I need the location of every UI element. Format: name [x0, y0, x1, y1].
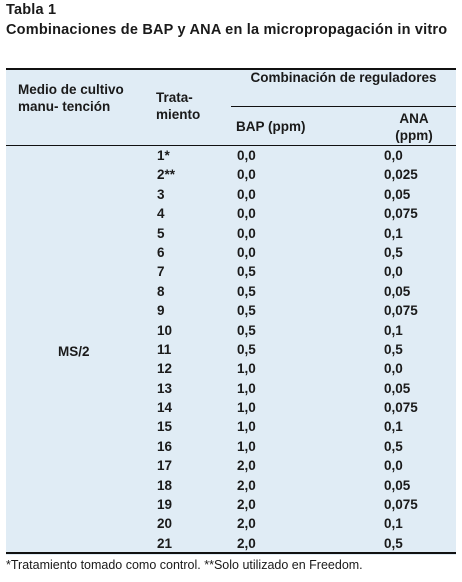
bap-cell: 1,0: [237, 419, 256, 435]
bap-cell: 2,0: [237, 477, 256, 493]
bap-cell: 0,5: [237, 322, 256, 338]
bap-cell: 1,0: [237, 400, 256, 416]
ana-cell: 0,05: [384, 186, 411, 202]
bap-cell: 0,0: [237, 167, 256, 183]
bap-cell: 1,0: [237, 380, 256, 396]
bap-cell: 0,5: [237, 264, 256, 280]
table-row: 6 0,0 0,5: [6, 244, 456, 263]
tratamiento-cell: 5: [157, 225, 165, 241]
table-row: 2** 0,0 0,025: [6, 166, 456, 185]
bap-cell: 0,0: [237, 225, 256, 241]
ana-cell: 0,1: [384, 225, 403, 241]
header-bap: BAP (ppm): [236, 119, 306, 134]
tratamiento-cell: 6: [157, 244, 165, 260]
table-row: 11 0,5 0,5: [6, 341, 456, 360]
table-row: 7 0,5 0,0: [6, 263, 456, 282]
tratamiento-cell: 8: [157, 283, 165, 299]
bap-cell: 0,0: [237, 206, 256, 222]
table-title: Tabla 1: [6, 2, 57, 18]
tratamiento-cell: 19: [157, 497, 173, 513]
bap-cell: 2,0: [237, 535, 256, 551]
table-row: 16 1,0 0,5: [6, 438, 456, 457]
table-body: 1* 0,0 0,0 2** 0,0 0,025 3 0,0 0,05 4 0,0 0,075 5 0,0…: [6, 147, 456, 554]
ana-cell: 0,5: [384, 341, 403, 357]
ana-cell: 0,05: [384, 283, 411, 299]
bap-cell: 0,5: [237, 283, 256, 299]
table-footnote: *Tratamiento tomado como control. **Solo…: [6, 558, 363, 572]
bap-cell: 1,0: [237, 361, 256, 377]
ana-cell: 0,075: [384, 206, 418, 222]
tratamiento-cell: 3: [157, 186, 165, 202]
ana-cell: 0,1: [384, 419, 403, 435]
table-header-rule: [6, 145, 456, 146]
data-table: Medio de cultivo manu- tención Trata- mi…: [6, 68, 456, 555]
header-tratamiento: Trata- miento: [156, 90, 201, 122]
ana-cell: 0,0: [384, 458, 403, 474]
table-row: 20 2,0 0,1: [6, 515, 456, 534]
header-ana: ANA (ppm): [395, 111, 433, 143]
table-row: 17 2,0 0,0: [6, 457, 456, 476]
tratamiento-cell: 13: [157, 380, 173, 396]
header-sub-rule: [231, 106, 456, 107]
tratamiento-cell: 16: [157, 438, 173, 454]
table-row: 13 1,0 0,05: [6, 380, 456, 399]
tratamiento-cell: 7: [157, 264, 165, 280]
ana-cell: 0,075: [384, 303, 418, 319]
bap-cell: 2,0: [237, 458, 256, 474]
ana-cell: 0,5: [384, 244, 403, 260]
header-combinacion: Combinación de reguladores: [250, 70, 437, 85]
tratamiento-cell: 12: [157, 361, 173, 377]
header-medio: Medio de cultivo manu- tención: [18, 82, 124, 114]
table-bottom-rule: [6, 552, 456, 554]
tratamiento-cell: 1*: [157, 148, 170, 163]
ana-cell: 0,1: [384, 322, 403, 338]
tratamiento-cell: 17: [157, 458, 173, 474]
table-top-rule: [6, 68, 456, 70]
ana-cell: 0,05: [384, 477, 411, 493]
ana-cell: 0,5: [384, 535, 403, 551]
table-row: 10 0,5 0,1: [6, 322, 456, 341]
table-row: 19 2,0 0,075: [6, 496, 456, 515]
ana-cell: 0,075: [384, 497, 418, 513]
bap-cell: 2,0: [237, 497, 256, 513]
bap-cell: 2,0: [237, 516, 256, 532]
table-row: 3 0,0 0,05: [6, 186, 456, 205]
ana-cell: 0,0: [384, 264, 403, 280]
ana-cell: 0,0: [384, 148, 403, 163]
tratamiento-cell: 4: [157, 206, 165, 222]
ana-cell: 0,1: [384, 516, 403, 532]
tratamiento-cell: 14: [157, 400, 173, 416]
ana-cell: 0,0: [384, 361, 403, 377]
ana-cell: 0,025: [384, 167, 418, 183]
table-row: 5 0,0 0,1: [6, 225, 456, 244]
table-row: 4 0,0 0,075: [6, 205, 456, 224]
tratamiento-cell: 21: [157, 535, 173, 551]
tratamiento-cell: 9: [157, 303, 165, 319]
table-row: 1* 0,0 0,0: [6, 147, 456, 166]
table-caption: Combinaciones de BAP y ANA en la micropr…: [6, 22, 448, 38]
bap-cell: 1,0: [237, 438, 256, 454]
table-row: 9 0,5 0,075: [6, 302, 456, 321]
bap-cell: 0,0: [237, 148, 256, 163]
table-row: 12 1,0 0,0: [6, 360, 456, 379]
table-row: 21 2,0 0,5: [6, 535, 456, 554]
tratamiento-cell: 11: [157, 341, 172, 357]
tratamiento-cell: 20: [157, 516, 173, 532]
bap-cell: 0,5: [237, 341, 256, 357]
ana-cell: 0,075: [384, 400, 418, 416]
ana-cell: 0,05: [384, 380, 411, 396]
medio-cell: MS/2: [58, 344, 90, 359]
bap-cell: 0,5: [237, 303, 256, 319]
bap-cell: 0,0: [237, 244, 256, 260]
tratamiento-cell: 2**: [157, 167, 176, 183]
table-row: 18 2,0 0,05: [6, 477, 456, 496]
ana-cell: 0,5: [384, 438, 403, 454]
bap-cell: 0,0: [237, 186, 256, 202]
tratamiento-cell: 10: [157, 322, 173, 338]
tratamiento-cell: 18: [157, 477, 173, 493]
table-row: 15 1,0 0,1: [6, 418, 456, 437]
table-row: 8 0,5 0,05: [6, 283, 456, 302]
tratamiento-cell: 15: [157, 419, 173, 435]
table-row: 14 1,0 0,075: [6, 399, 456, 418]
